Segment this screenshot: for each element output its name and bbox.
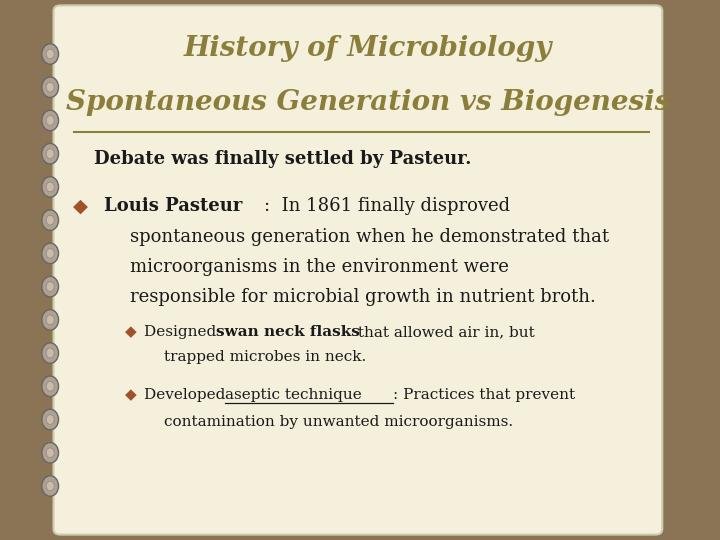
Ellipse shape [46, 282, 54, 292]
Text: :  In 1861 finally disproved: : In 1861 finally disproved [264, 197, 510, 215]
Ellipse shape [42, 376, 58, 396]
Ellipse shape [46, 348, 54, 358]
Text: History of Microbiology: History of Microbiology [184, 35, 552, 62]
Ellipse shape [46, 83, 54, 92]
Ellipse shape [46, 381, 54, 391]
Ellipse shape [42, 77, 58, 98]
Text: Spontaneous Generation vs Biogenesis: Spontaneous Generation vs Biogenesis [66, 89, 670, 116]
Ellipse shape [42, 343, 58, 363]
Ellipse shape [46, 315, 54, 325]
Ellipse shape [42, 144, 58, 164]
Text: ◆: ◆ [125, 325, 136, 339]
Ellipse shape [42, 442, 58, 463]
Text: ◆: ◆ [73, 197, 88, 215]
Text: trapped microbes in neck.: trapped microbes in neck. [164, 350, 366, 365]
Ellipse shape [42, 210, 58, 231]
Text: contamination by unwanted microorganisms.: contamination by unwanted microorganisms… [164, 415, 513, 429]
Ellipse shape [46, 415, 54, 424]
Ellipse shape [42, 243, 58, 264]
Ellipse shape [46, 448, 54, 457]
Text: swan neck flasks: swan neck flasks [216, 325, 360, 339]
Text: spontaneous generation when he demonstrated that: spontaneous generation when he demonstra… [130, 227, 610, 246]
Text: Debate was finally settled by Pasteur.: Debate was finally settled by Pasteur. [94, 150, 471, 168]
Text: : Practices that prevent: : Practices that prevent [392, 388, 575, 402]
Ellipse shape [42, 177, 58, 197]
Text: Louis Pasteur: Louis Pasteur [104, 197, 242, 215]
Ellipse shape [46, 49, 54, 59]
Ellipse shape [42, 409, 58, 430]
Text: microorganisms in the environment were: microorganisms in the environment were [130, 258, 509, 276]
Text: Designed: Designed [144, 325, 221, 339]
Ellipse shape [46, 182, 54, 192]
Ellipse shape [42, 476, 58, 496]
Text: responsible for microbial growth in nutrient broth.: responsible for microbial growth in nutr… [130, 288, 596, 306]
Ellipse shape [42, 309, 58, 330]
Ellipse shape [42, 44, 58, 64]
Ellipse shape [46, 248, 54, 258]
Ellipse shape [46, 116, 54, 125]
Ellipse shape [46, 215, 54, 225]
Text: aseptic technique: aseptic technique [225, 388, 361, 402]
Ellipse shape [42, 276, 58, 297]
Text: Developed: Developed [144, 388, 230, 402]
Ellipse shape [46, 149, 54, 159]
Text: ◆: ◆ [125, 388, 136, 402]
Ellipse shape [46, 481, 54, 491]
Ellipse shape [42, 110, 58, 131]
FancyBboxPatch shape [53, 5, 662, 535]
Text: that allowed air in, but: that allowed air in, but [354, 325, 535, 339]
